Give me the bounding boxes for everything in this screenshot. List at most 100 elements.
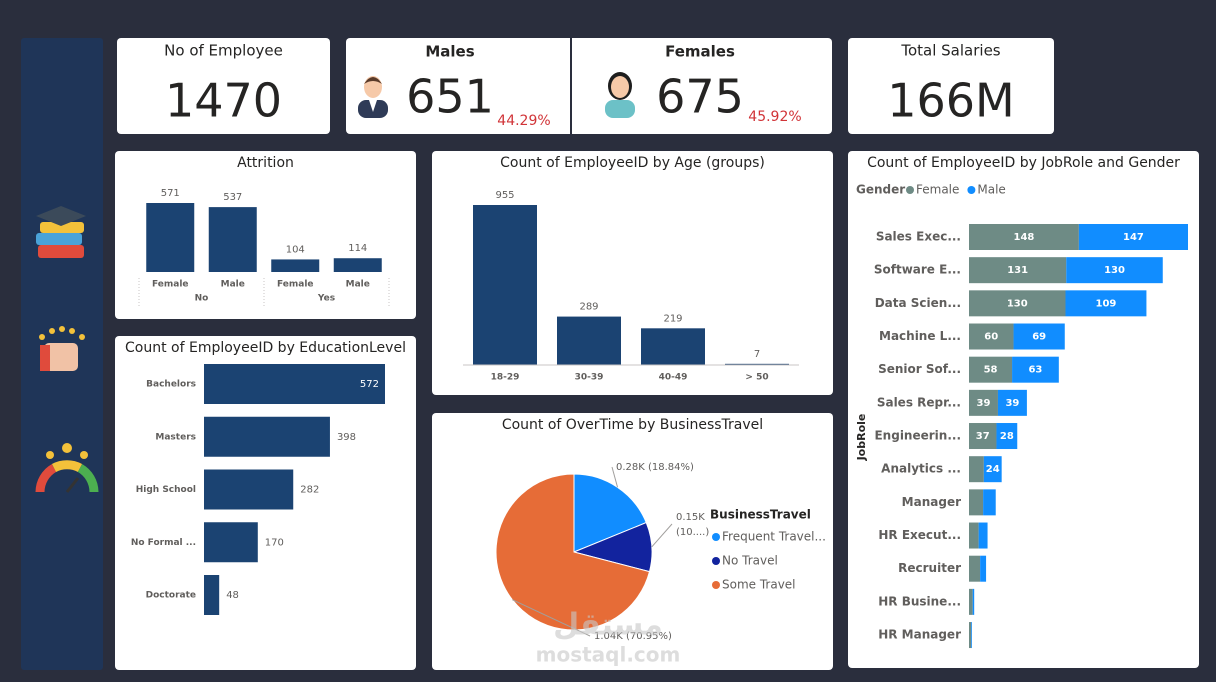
watermark-text: mostaql.com [536, 643, 681, 667]
icon-book [38, 245, 84, 258]
data-label: 39 [1005, 398, 1019, 409]
y-tick-label: Sales Exec... [876, 230, 961, 244]
data-label: 39 [977, 398, 991, 409]
y-tick-label: Machine L... [879, 329, 961, 343]
x-tick-label: 18-29 [491, 373, 520, 383]
x-group-label: No [195, 294, 209, 304]
performance-icon[interactable] [35, 443, 99, 493]
education-icon[interactable] [36, 206, 86, 258]
gender-share: 44.29% [497, 113, 550, 129]
icon-book [36, 233, 82, 245]
legend-label: Frequent Travel... [722, 530, 826, 544]
bar [271, 259, 320, 272]
avatar-hair [364, 77, 382, 84]
bar-segment [969, 389, 998, 416]
rating-icon[interactable] [39, 326, 85, 371]
pie-slice [573, 473, 647, 553]
data-label: 148 [1013, 232, 1034, 243]
bar-segment [978, 522, 988, 549]
data-label: 398 [337, 432, 356, 443]
bar-segment [969, 323, 1014, 350]
data-label: 104 [286, 244, 305, 255]
bar [146, 203, 195, 272]
bar-segment [1078, 224, 1188, 250]
pie-slice [495, 473, 651, 631]
icon-book [40, 222, 84, 233]
bar-segment [969, 588, 973, 615]
bar-segment [997, 389, 1027, 416]
data-label: 0.15K (10....) [676, 512, 709, 538]
bar [204, 469, 294, 510]
kpi-title: Total Salaries [900, 42, 1000, 60]
data-label: 219 [663, 313, 682, 324]
x-tick-label: Female [277, 280, 314, 290]
bar-segment [1013, 323, 1065, 350]
gender-title: Females [665, 43, 735, 61]
icon-star [59, 326, 65, 332]
icon-cap [36, 206, 86, 226]
gender-value: 675 [656, 70, 744, 124]
bar [725, 363, 789, 365]
y-tick-label: HR Busine... [878, 594, 961, 608]
legend-marker [712, 557, 720, 565]
chart-title: Attrition [237, 155, 294, 171]
kpi-title: No of Employee [164, 42, 283, 60]
x-tick-label: Female [152, 280, 189, 290]
legend-title: Gender [856, 183, 905, 197]
bar [641, 328, 705, 365]
chart-title: Count of EmployeeID by JobRole and Gende… [867, 155, 1180, 171]
bar [208, 207, 257, 272]
bar-segment [969, 257, 1067, 284]
data-label: 37 [976, 431, 990, 442]
x-tick-label: Male [346, 280, 370, 290]
legend-title: BusinessTravel [710, 508, 811, 522]
x-tick-label: 40-49 [659, 373, 688, 383]
avatar-shirt [369, 100, 377, 112]
bar-segment [969, 522, 979, 549]
data-label: 48 [226, 590, 239, 601]
data-label: 28 [1000, 431, 1014, 442]
data-label: 955 [495, 190, 514, 201]
legend-marker [967, 186, 976, 194]
y-tick-label: No Formal ... [131, 538, 196, 548]
y-tick-label: HR Manager [878, 628, 961, 642]
x-group-label: Yes [317, 294, 335, 304]
y-tick-label: Bachelors [146, 380, 196, 390]
icon-star [46, 451, 54, 459]
data-label: 1.04K (70.95%) [594, 631, 672, 642]
data-label: 63 [1028, 365, 1042, 376]
bar [204, 416, 330, 457]
y-tick-label: Recruiter [898, 561, 961, 575]
data-label: 537 [223, 192, 242, 203]
data-label: 58 [984, 365, 998, 376]
legend-label: No Travel [722, 554, 778, 568]
card [115, 151, 416, 319]
y-tick-label: HR Execut... [878, 528, 961, 542]
gender-share: 45.92% [748, 109, 801, 125]
bar-segment [983, 456, 1002, 483]
data-label: 572 [360, 379, 379, 390]
avatar-body [605, 100, 635, 118]
y-tick-label: Senior Sof... [878, 362, 961, 376]
y-tick-label: Manager [902, 495, 961, 509]
bar-segment [969, 456, 984, 483]
leader-line [512, 599, 591, 637]
data-label: 147 [1123, 232, 1144, 243]
data-label: 282 [300, 485, 319, 496]
bar-segment [1012, 356, 1059, 383]
y-tick-label: High School [136, 485, 196, 495]
y-tick-label: Masters [155, 432, 196, 442]
data-label: 170 [265, 537, 284, 548]
icon-gauge [77, 464, 99, 493]
data-label: 114 [348, 243, 367, 254]
legend-label: Male [977, 183, 1005, 197]
chart-title: Count of EmployeeID by EducationLevel [125, 340, 406, 356]
y-tick-label: Sales Repr... [877, 395, 961, 409]
bar-segment [972, 588, 975, 615]
x-tick-label: Male [221, 280, 245, 290]
bar-segment [969, 622, 972, 649]
icon-star [39, 334, 45, 340]
bar-segment [969, 356, 1013, 383]
icon-needle [65, 477, 80, 493]
y-tick-label: Engineerin... [874, 429, 961, 443]
